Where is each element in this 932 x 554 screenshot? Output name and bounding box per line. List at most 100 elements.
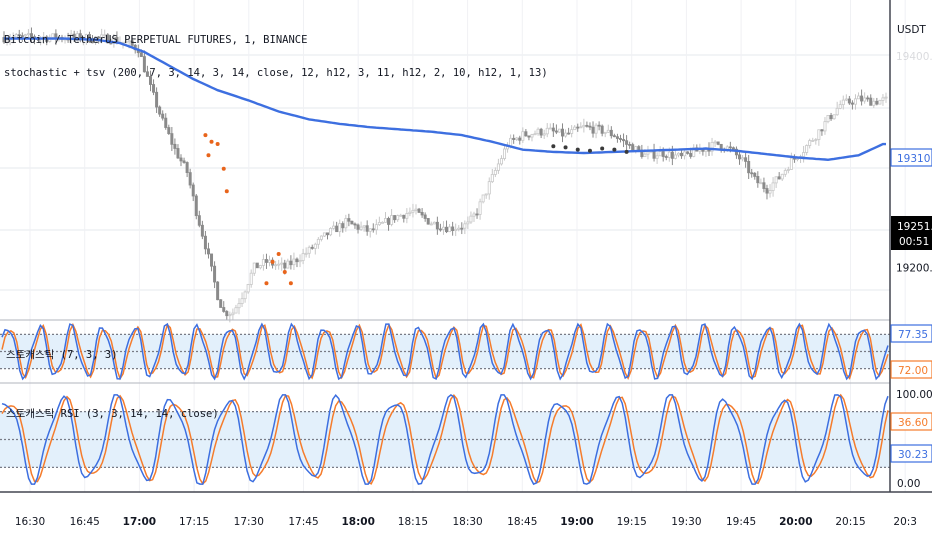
candle-body (783, 170, 787, 175)
stoch1-k-label: 77.35 (898, 329, 928, 341)
candle-body (872, 100, 876, 106)
candle-body (261, 259, 265, 266)
candle-body (545, 127, 549, 135)
candle-body (411, 209, 415, 213)
candle-body (756, 176, 760, 184)
candle-body (106, 34, 110, 44)
orange-signal-dot (209, 139, 214, 144)
candle-body (774, 176, 778, 184)
candle-body (435, 221, 439, 230)
candle-body (295, 258, 299, 263)
time-tick-label: 18:45 (507, 516, 537, 528)
candle-body (240, 298, 244, 304)
candle-body (5, 39, 9, 43)
candle-body (484, 193, 488, 196)
candle-body (310, 246, 314, 249)
candle-body (741, 157, 745, 160)
candle-body (457, 227, 461, 230)
symbol-legend[interactable]: Bitcoin / TetherUS PERPETUAL FUTURES, 1,… (4, 34, 307, 46)
candle-body (405, 213, 409, 219)
candle-body (680, 152, 684, 157)
candle-body (811, 140, 815, 142)
signal-markers (203, 133, 629, 286)
candle-body (448, 226, 452, 233)
ma-price-badge (890, 148, 932, 167)
candle-body (23, 34, 27, 37)
candle-body (72, 33, 76, 38)
candle-body (597, 124, 601, 127)
candle-body (560, 128, 564, 137)
stoch-panel-1-legend[interactable]: 스토캐스틱 (7, 3, 3) (6, 349, 118, 361)
candle-body (396, 215, 400, 221)
candle-body (17, 34, 21, 37)
candle-body (716, 141, 720, 145)
time-tick-label: 19:30 (671, 516, 701, 528)
candle-body (530, 134, 534, 138)
candle-body (338, 223, 342, 233)
stoch-d-line (1, 322, 889, 381)
candle-body (359, 226, 363, 230)
candle-body (493, 170, 497, 175)
candle-body (551, 127, 555, 132)
candle-body (51, 33, 55, 38)
candle-body (155, 91, 159, 108)
time-tick-label: 16:45 (70, 516, 100, 528)
candle-body (124, 41, 128, 44)
candle-body (249, 272, 253, 285)
candle-body (237, 303, 241, 309)
stoch-panel-2-legend[interactable]: 스토캐스틱 RSI (3, 3, 14, 14, close) (6, 408, 219, 420)
time-tick-label: 19:45 (726, 516, 756, 528)
candle-body (374, 224, 378, 231)
candle-body (283, 262, 287, 269)
candle-body (304, 252, 308, 255)
orange-signal-dot (276, 252, 281, 257)
candle-body (344, 218, 348, 229)
candle-body (536, 128, 540, 135)
candle-body (466, 221, 470, 225)
candle-body (548, 127, 552, 130)
candle-body (353, 223, 357, 226)
candle-body (326, 232, 330, 236)
candle-body (219, 299, 223, 308)
candle-body (832, 114, 836, 120)
candle-body (860, 95, 864, 102)
candle-body (768, 190, 772, 194)
candle-body (673, 154, 677, 159)
candle-body (319, 235, 323, 240)
candle-body (139, 52, 143, 57)
candle-body (875, 100, 879, 105)
stoch-k-line (1, 322, 889, 381)
time-tick-label: 20:3 (893, 516, 917, 528)
moving-average-200-line (4, 37, 886, 162)
candle-body (188, 172, 192, 186)
candle-body (655, 155, 659, 159)
candle-body (246, 284, 250, 293)
candle-body (243, 291, 247, 300)
candle-body (490, 174, 494, 183)
candle-body (329, 227, 333, 236)
candle-body (170, 133, 174, 145)
candle-body (210, 253, 214, 267)
candle-body (399, 214, 403, 217)
candle-body (222, 307, 226, 312)
time-tick-label: 16:30 (15, 516, 45, 528)
candle-body (274, 264, 278, 267)
candle-body (686, 151, 690, 154)
candle-body (200, 224, 204, 237)
orange-signal-dot (203, 133, 208, 138)
candle-body (808, 140, 812, 146)
candle-body (387, 218, 391, 225)
candle-body (683, 151, 687, 157)
candle-body (527, 135, 531, 138)
candle-body (884, 96, 888, 99)
candle-body (802, 152, 806, 157)
candle-body (866, 97, 870, 100)
candle-body (194, 195, 198, 217)
stoch-k-line (1, 393, 889, 486)
candle-body (853, 98, 857, 105)
candle-body (606, 129, 610, 133)
indicator-legend[interactable]: stochastic + tsv (200, 7, 3, 14, 3, 14, … (4, 67, 548, 79)
candle-body (570, 129, 574, 134)
